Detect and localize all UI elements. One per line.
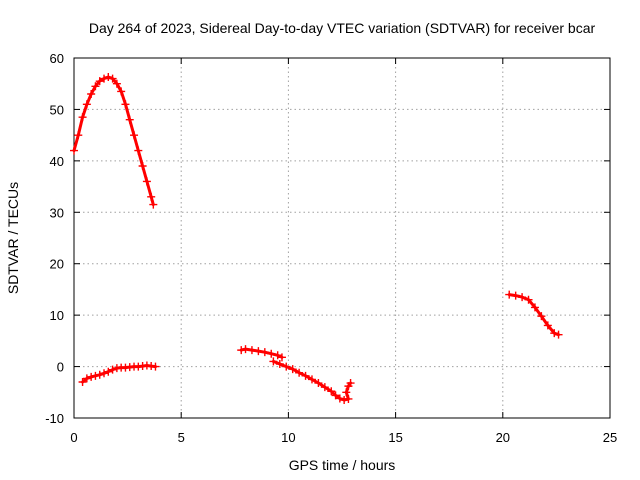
data-point [138, 162, 147, 170]
data-point [254, 347, 263, 356]
data-point [277, 353, 286, 362]
data-point [121, 100, 130, 109]
series-arc-2 [78, 361, 160, 386]
data-point [530, 303, 539, 312]
data-point [554, 330, 563, 339]
axis-ticks [73, 57, 611, 419]
y-tick-label: 20 [50, 257, 64, 272]
data-point [524, 295, 533, 304]
series-arc-1 [70, 73, 158, 209]
data-point [247, 346, 256, 355]
x-tick-label: 25 [603, 430, 617, 445]
y-tick-label: 10 [50, 308, 64, 323]
data-point [275, 360, 284, 368]
series-line [239, 347, 284, 359]
data-point [505, 290, 514, 299]
data-point [267, 349, 276, 358]
x-tick-label: 20 [496, 430, 510, 445]
y-tick-label: 60 [50, 51, 64, 66]
series-arc-4 [269, 357, 355, 404]
data-point [346, 379, 355, 388]
y-tick-label: -10 [45, 411, 64, 426]
data-point [340, 396, 349, 404]
data-point [112, 79, 121, 88]
data-point [307, 375, 316, 384]
y-tick-label: 30 [50, 205, 64, 220]
data-point [82, 100, 91, 109]
data-point [147, 192, 156, 201]
data-point [241, 345, 250, 354]
x-tick-label: 0 [70, 430, 77, 445]
data-point [537, 312, 546, 321]
data-point [104, 367, 113, 376]
data-series [70, 73, 563, 404]
data-point [91, 371, 100, 380]
y-tick-label: 0 [57, 360, 64, 375]
x-tick-labels: 0 5 10 15 20 25 [70, 430, 617, 445]
data-point [82, 374, 91, 383]
data-point [295, 368, 304, 377]
data-point [87, 90, 96, 98]
data-point [130, 131, 139, 140]
data-point [134, 146, 143, 155]
x-tick-label: 15 [388, 430, 402, 445]
y-tick-label: 50 [50, 102, 64, 117]
data-point [70, 146, 78, 155]
data-point [78, 378, 87, 386]
y-tick-labels: -10 0 10 20 30 40 50 60 [45, 51, 64, 426]
data-point [344, 394, 353, 403]
data-point [151, 362, 160, 371]
data-point [74, 131, 83, 140]
x-tick-label: 10 [281, 430, 295, 445]
grid-lines [74, 58, 610, 418]
data-point [543, 321, 552, 330]
data-point [273, 351, 282, 360]
plot-frame [73, 57, 611, 419]
data-point [117, 87, 126, 96]
data-point [518, 293, 527, 302]
data-point [288, 365, 297, 374]
data-point [282, 362, 291, 371]
series-line [72, 75, 155, 207]
data-point [95, 370, 104, 379]
series-arc-5 [505, 290, 563, 339]
data-point [237, 346, 246, 355]
chart-title: Day 264 of 2023, Sidereal Day-to-day VTE… [89, 20, 596, 36]
data-point [104, 73, 113, 82]
series-arc-3 [237, 345, 286, 362]
data-point [320, 383, 329, 392]
data-point [125, 115, 134, 124]
data-point [100, 74, 109, 83]
data-point [87, 372, 96, 381]
x-axis-label: GPS time / hours [289, 457, 396, 473]
data-point [149, 200, 158, 209]
data-point [108, 365, 117, 374]
y-tick-label: 40 [50, 154, 64, 169]
data-point [100, 369, 109, 378]
x-tick-label: 5 [178, 430, 185, 445]
data-point [335, 394, 344, 403]
y-axis-label: SDTVAR / TECUs [5, 182, 21, 294]
data-point [511, 291, 520, 300]
data-point [327, 387, 336, 396]
data-point [301, 371, 310, 380]
data-point [260, 348, 269, 357]
data-point [142, 177, 151, 186]
data-point [314, 379, 323, 388]
data-point [78, 113, 87, 122]
data-point [269, 357, 278, 366]
data-point [342, 388, 351, 397]
data-point [108, 74, 117, 83]
data-point [91, 82, 100, 91]
data-point [95, 77, 104, 86]
data-point [331, 391, 340, 400]
data-point [550, 329, 559, 338]
